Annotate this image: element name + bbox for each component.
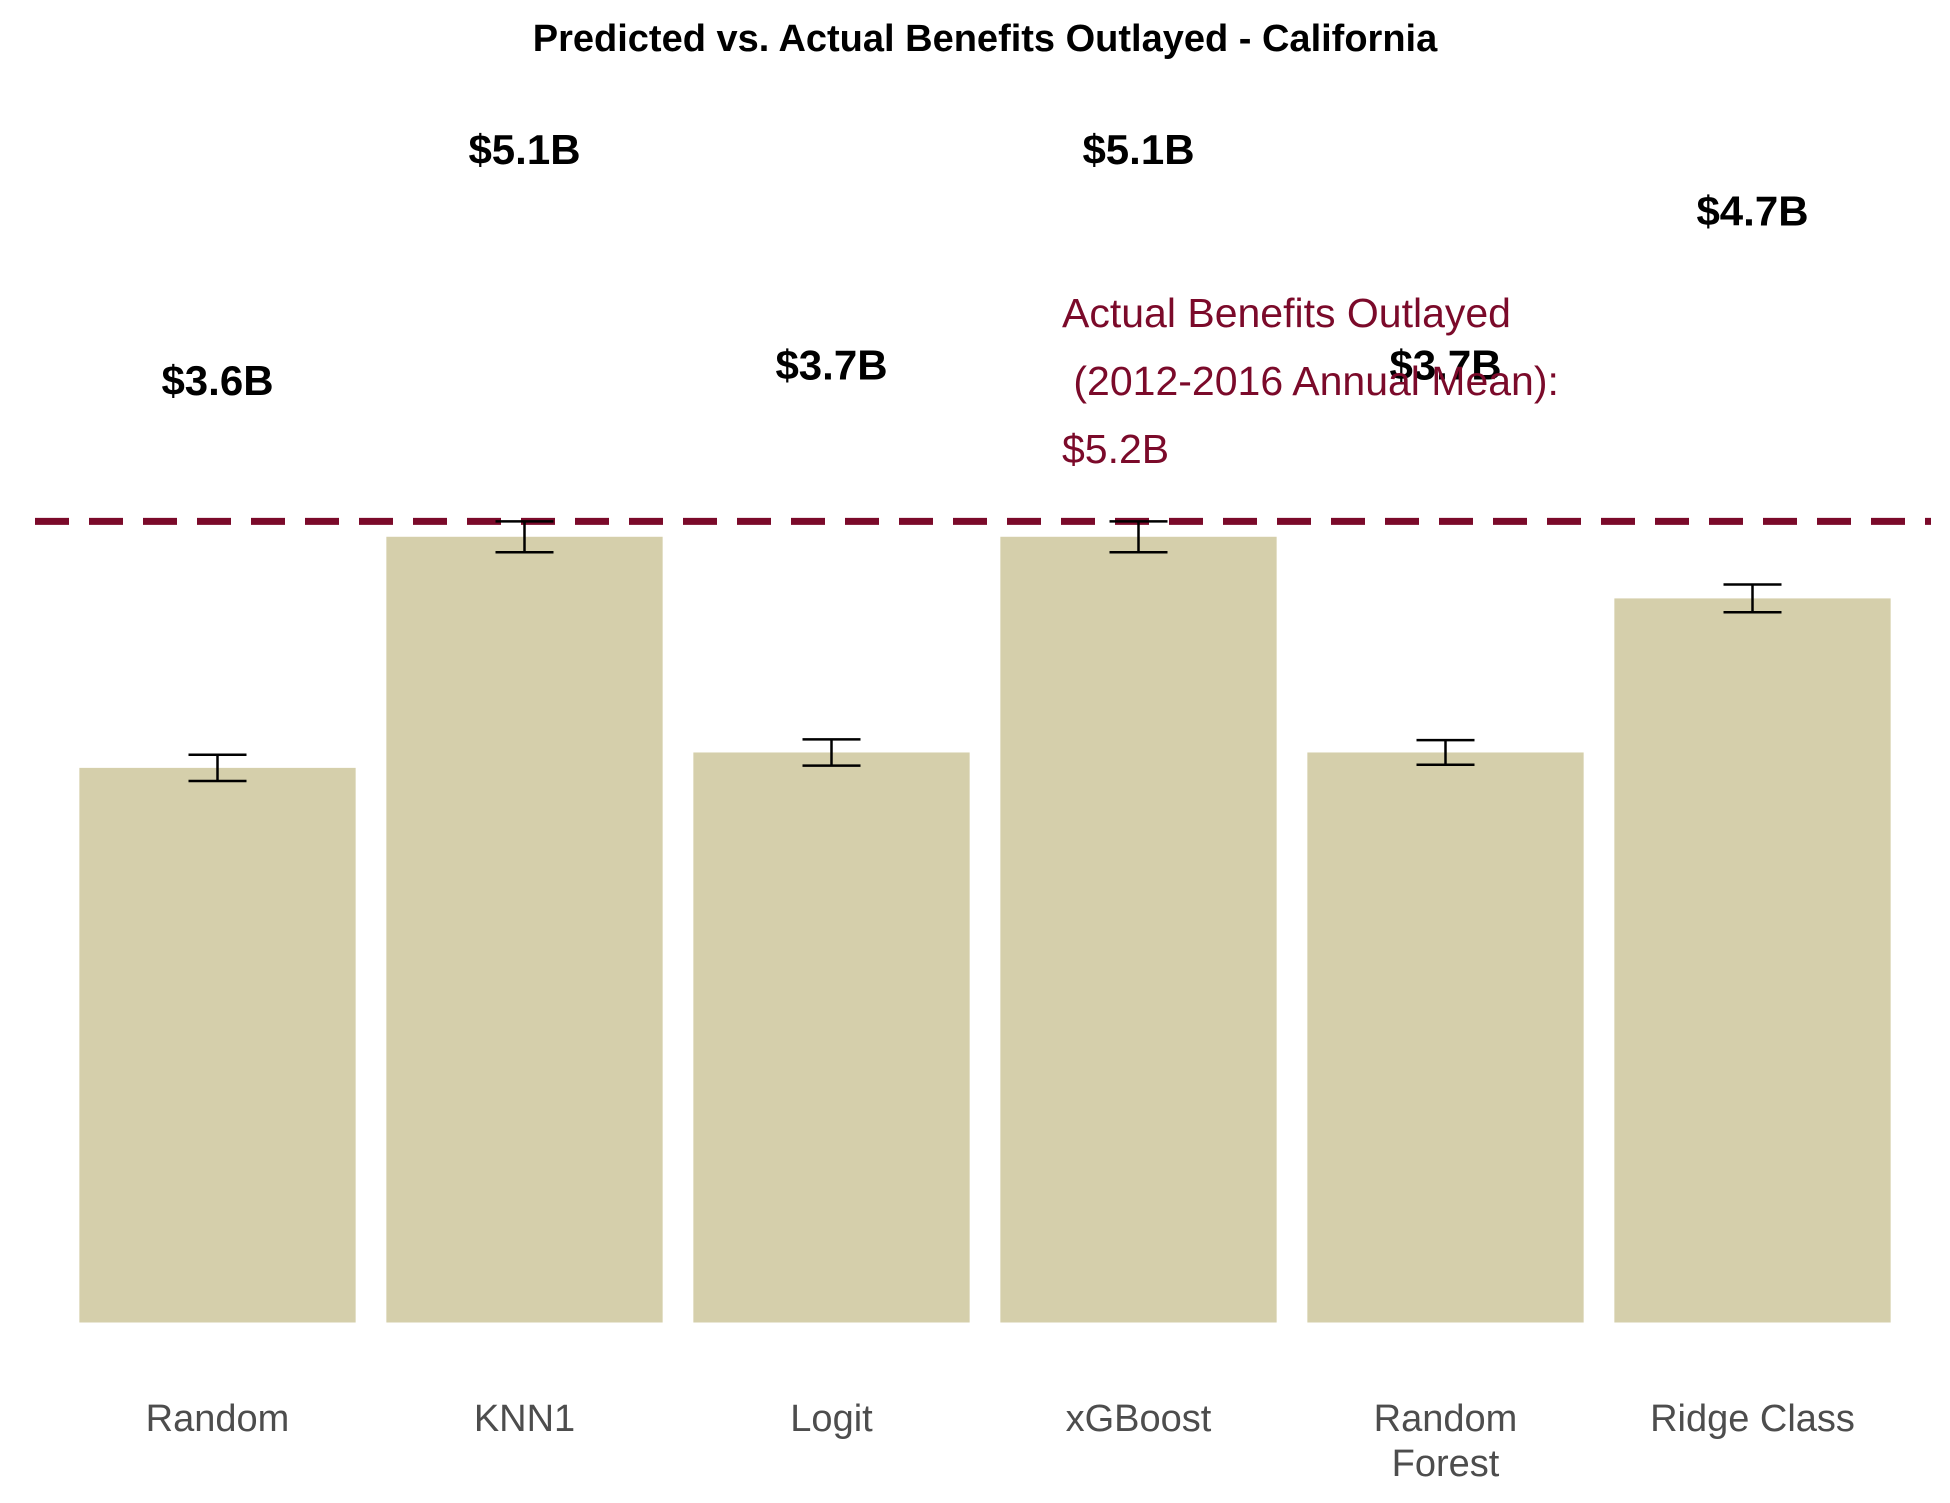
- value-label: $3.7B: [1389, 342, 1501, 389]
- x-tick-label-line: Random: [1374, 1398, 1518, 1440]
- reference-line-label: (2012-2016 Annual Mean):: [1062, 358, 1559, 404]
- x-tick-label: Ridge Class: [1650, 1398, 1855, 1440]
- value-label: $5.1B: [1082, 126, 1194, 173]
- value-label: $3.7B: [775, 342, 887, 389]
- bar: [386, 536, 663, 1323]
- chart-title: Predicted vs. Actual Benefits Outlayed -…: [533, 18, 1438, 60]
- x-tick-label: KNN1: [474, 1398, 575, 1440]
- error-bar: [495, 520, 554, 554]
- x-tick-label-line: KNN1: [474, 1398, 575, 1440]
- bar: [1307, 752, 1584, 1323]
- error-bar: [188, 753, 247, 783]
- x-tick-label-line: Ridge Class: [1650, 1398, 1855, 1440]
- value-label: $5.1B: [468, 126, 580, 173]
- x-tick-label: Logit: [790, 1398, 873, 1440]
- value-label: $4.7B: [1696, 188, 1808, 235]
- bar: [1000, 536, 1277, 1323]
- bar: [1614, 598, 1891, 1323]
- error-bar: [802, 738, 861, 767]
- reference-line-label: $5.2B: [1062, 426, 1169, 472]
- x-tick-label-line: Random: [146, 1398, 290, 1440]
- x-tick-label: Random: [146, 1398, 290, 1440]
- x-tick-label: xGBoost: [1066, 1398, 1212, 1440]
- x-tick-label: Random Forest: [1374, 1398, 1518, 1485]
- bar: [693, 752, 970, 1323]
- error-bar: [1416, 738, 1475, 767]
- x-tick-label-line: Forest: [1392, 1443, 1500, 1485]
- reference-line-label: Actual Benefits Outlayed: [1062, 290, 1511, 336]
- x-tick-label-line: xGBoost: [1066, 1398, 1212, 1440]
- bar: [79, 767, 356, 1323]
- value-label: $3.6B: [161, 357, 273, 404]
- x-tick-label-line: Logit: [790, 1398, 873, 1440]
- error-bar: [1109, 520, 1168, 554]
- error-bar: [1723, 583, 1782, 614]
